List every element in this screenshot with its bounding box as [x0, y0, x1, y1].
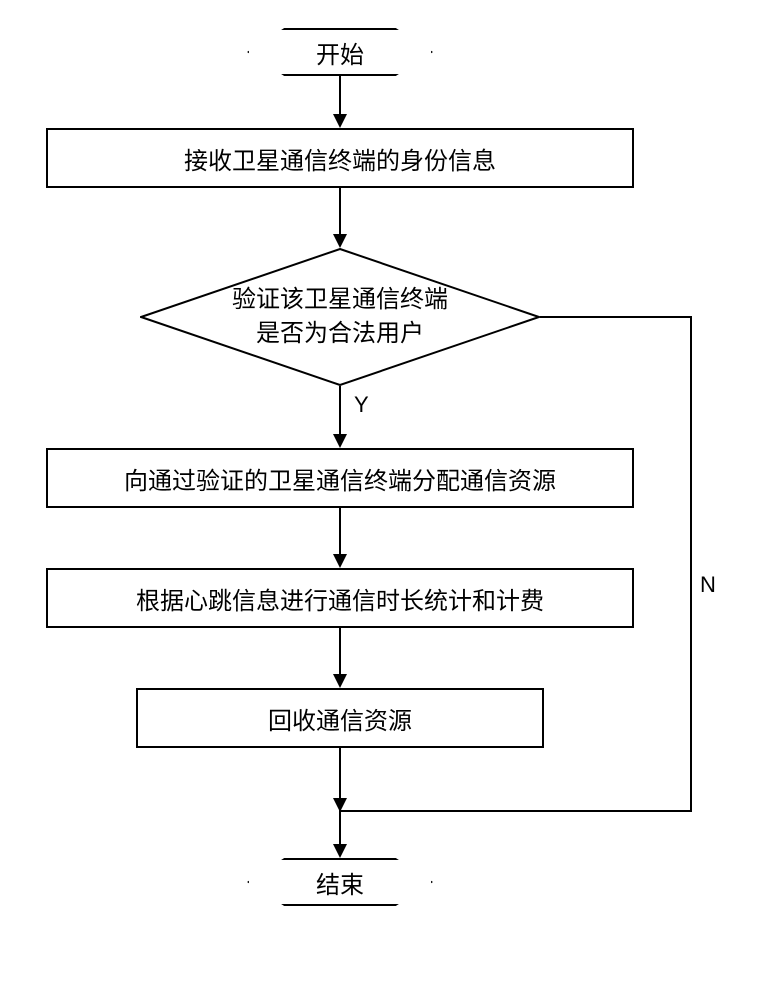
- no-label: N: [700, 572, 716, 598]
- step3-label: 根据心跳信息进行通信时长统计和计费: [136, 581, 544, 616]
- arrow-step2-step3: [339, 508, 341, 556]
- arrow-step4-merge: [339, 748, 341, 800]
- arrow-merge-end: [339, 810, 341, 846]
- step4-label: 回收通信资源: [268, 701, 412, 736]
- arrow-n-right: [540, 316, 692, 318]
- end-label: 结束: [316, 859, 364, 906]
- arrow-head-decision-step2: [333, 434, 347, 448]
- arrow-head-step2-step3: [333, 554, 347, 568]
- arrow-step1-decision: [339, 188, 341, 236]
- arrow-n-down: [690, 316, 692, 812]
- yes-label: Y: [354, 392, 369, 418]
- step2-label: 向通过验证的卫星通信终端分配通信资源: [124, 461, 556, 496]
- step3-node: 根据心跳信息进行通信时长统计和计费: [46, 568, 634, 628]
- decision-node: 验证该卫星通信终端 是否为合法用户: [140, 248, 540, 386]
- step4-node: 回收通信资源: [136, 688, 544, 748]
- step1-node: 接收卫星通信终端的身份信息: [46, 128, 634, 188]
- step2-node: 向通过验证的卫星通信终端分配通信资源: [46, 448, 634, 508]
- arrow-decision-step2: [339, 386, 341, 436]
- arrow-start-step1: [339, 76, 341, 116]
- arrow-n-left: [341, 810, 692, 812]
- decision-label: 验证该卫星通信终端 是否为合法用户: [232, 283, 448, 350]
- start-node: 开始: [247, 28, 433, 76]
- start-label: 开始: [316, 29, 364, 76]
- arrow-head-merge-end: [333, 844, 347, 858]
- arrow-head-step1-decision: [333, 234, 347, 248]
- arrow-step3-step4: [339, 628, 341, 676]
- end-node: 结束: [247, 858, 433, 906]
- step1-label: 接收卫星通信终端的身份信息: [184, 141, 496, 176]
- arrow-head-start-step1: [333, 114, 347, 128]
- arrow-head-step3-step4: [333, 674, 347, 688]
